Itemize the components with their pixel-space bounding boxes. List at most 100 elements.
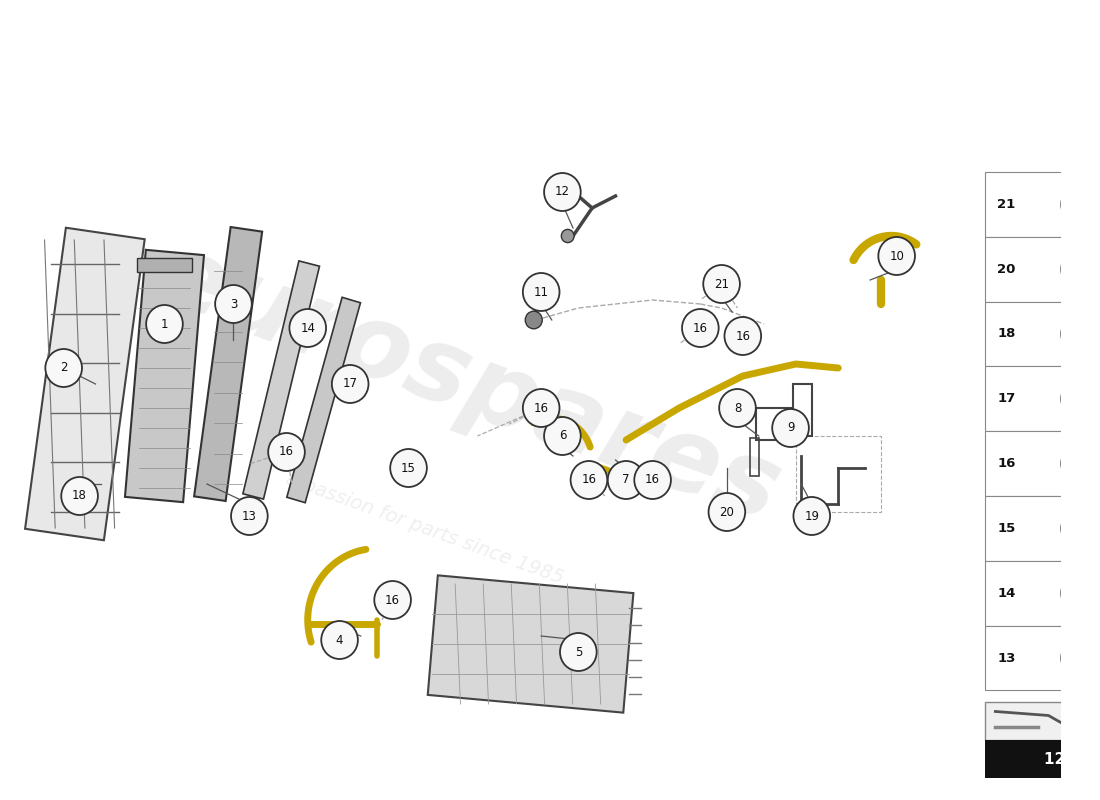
Text: 17: 17 [998,392,1015,406]
Text: a passion for parts since 1985: a passion for parts since 1985 [283,469,566,587]
Text: 19: 19 [804,510,820,522]
Bar [984,741,1100,778]
Circle shape [708,493,745,531]
Text: eurospares: eurospares [141,224,793,544]
Text: 20: 20 [719,506,735,518]
Circle shape [607,461,645,499]
Text: 21: 21 [998,198,1015,211]
Text: 16: 16 [534,402,549,414]
Circle shape [1060,443,1100,483]
Circle shape [544,417,581,455]
Text: 2: 2 [59,362,67,374]
Text: 1: 1 [161,318,168,330]
Circle shape [1060,378,1100,418]
Text: 15: 15 [402,462,416,474]
Circle shape [635,461,671,499]
Circle shape [1069,323,1091,345]
Circle shape [561,230,574,242]
Bar [984,561,1100,626]
Text: 5: 5 [574,646,582,658]
Circle shape [1069,453,1091,474]
Circle shape [268,433,305,471]
Bar [984,366,1100,431]
Circle shape [231,497,267,535]
Circle shape [146,305,183,343]
Circle shape [522,389,560,427]
Text: 14: 14 [300,322,316,334]
Text: 16: 16 [582,474,596,486]
Bar [984,496,1100,561]
Bar [25,228,145,540]
Text: 121 01: 121 01 [1044,752,1100,767]
Text: 16: 16 [645,474,660,486]
Circle shape [772,409,808,447]
Text: 15: 15 [998,522,1015,535]
Circle shape [1060,249,1100,289]
Text: 17: 17 [343,378,358,390]
Text: 12: 12 [554,186,570,198]
Circle shape [1060,638,1100,678]
Circle shape [62,477,98,515]
Text: 4: 4 [336,634,343,646]
Circle shape [216,285,252,323]
Text: 13: 13 [998,651,1015,665]
Text: 14: 14 [998,586,1015,600]
Text: 20: 20 [998,262,1015,276]
Circle shape [1060,508,1100,548]
Circle shape [374,581,411,619]
Bar [984,702,1100,741]
Bar [793,384,812,436]
Text: 9: 9 [786,422,794,434]
Circle shape [719,389,756,427]
Circle shape [725,317,761,355]
Circle shape [1069,388,1091,410]
Circle shape [1060,184,1100,224]
Circle shape [1069,582,1091,604]
Circle shape [571,461,607,499]
Circle shape [703,265,740,303]
Text: 16: 16 [735,330,750,342]
Text: 7: 7 [623,474,630,486]
Bar [125,250,204,502]
Bar [984,626,1100,690]
Circle shape [321,621,358,659]
Bar [984,237,1100,302]
Circle shape [1069,194,1091,215]
Circle shape [1060,573,1100,613]
Circle shape [682,309,718,347]
Circle shape [289,309,326,347]
Bar [194,227,262,501]
Circle shape [45,349,82,387]
Circle shape [522,273,560,311]
Circle shape [1069,518,1091,539]
Circle shape [793,497,830,535]
Text: 16: 16 [279,446,294,458]
Circle shape [544,173,581,211]
Bar [984,302,1100,366]
Circle shape [1069,258,1091,280]
Text: 6: 6 [559,430,566,442]
Bar [796,436,881,512]
Circle shape [560,633,596,671]
Circle shape [1060,314,1100,354]
Text: 3: 3 [230,298,238,310]
Circle shape [878,237,915,275]
Circle shape [526,311,542,329]
Bar [136,258,192,272]
Bar [756,408,793,440]
Circle shape [1069,647,1091,669]
Text: 18: 18 [73,490,87,502]
Bar [287,298,361,502]
Text: 16: 16 [385,594,400,606]
Bar [243,261,319,499]
Bar [984,431,1100,496]
Circle shape [390,449,427,487]
Text: 10: 10 [889,250,904,262]
Text: 13: 13 [242,510,256,522]
Text: 16: 16 [693,322,707,334]
Bar [750,438,759,476]
Text: 21: 21 [714,278,729,290]
Text: 11: 11 [534,286,549,298]
Bar [428,575,634,713]
Bar [984,172,1100,237]
